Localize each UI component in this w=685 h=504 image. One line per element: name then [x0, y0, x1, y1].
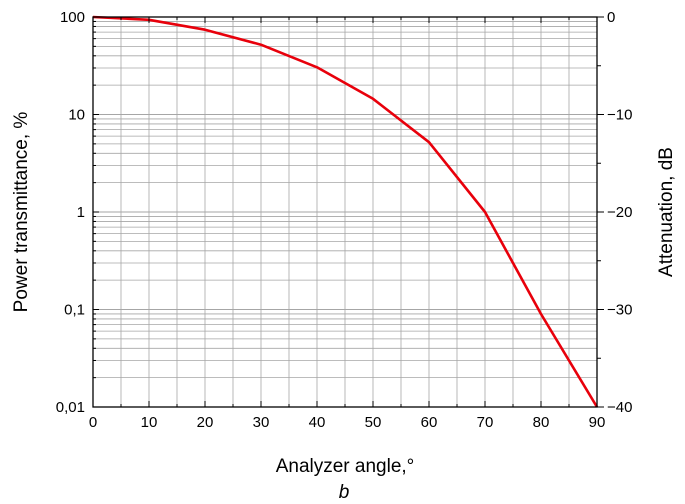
- x-tick-label: 10: [141, 414, 158, 431]
- x-tick-label: 20: [197, 414, 214, 431]
- y-axis-right-label: Attenuation, dB: [656, 147, 677, 277]
- y-right-tick-label: −30: [607, 302, 632, 319]
- y-axis-label: Power transmittance, %: [11, 112, 32, 313]
- y-right-tick-label: −40: [607, 399, 632, 416]
- y-tick-label: 100: [60, 9, 85, 26]
- y-tick-label: 0,1: [64, 302, 85, 319]
- y-tick-label: 0,01: [56, 399, 85, 416]
- series-layer: [92, 15, 599, 408]
- x-tick-label: 0: [89, 414, 97, 431]
- x-tick-label: 40: [309, 414, 326, 431]
- grid: [93, 17, 597, 407]
- panel-label: b: [339, 482, 350, 503]
- tick-marks: [92, 16, 604, 408]
- y-tick-label: 1: [77, 204, 85, 221]
- x-axis-label: Analyzer angle,°: [276, 456, 415, 477]
- x-tick-label: 90: [589, 414, 606, 431]
- x-tick-label: 70: [477, 414, 494, 431]
- x-tick-label: 60: [421, 414, 438, 431]
- series-line: [92, 15, 599, 408]
- x-tick-label: 80: [533, 414, 550, 431]
- y-right-tick-label: 0: [607, 9, 615, 26]
- x-tick-label: 30: [253, 414, 270, 431]
- y-tick-label: 10: [68, 107, 85, 124]
- tick-labels: 0 10 20 30 40 50 60 70 80 90 0,01 0,1 1 10 100 −40 −30 −2…: [56, 9, 633, 431]
- y-right-tick-label: −20: [607, 204, 632, 221]
- x-tick-label: 50: [365, 414, 382, 431]
- y-right-tick-label: −10: [607, 107, 632, 124]
